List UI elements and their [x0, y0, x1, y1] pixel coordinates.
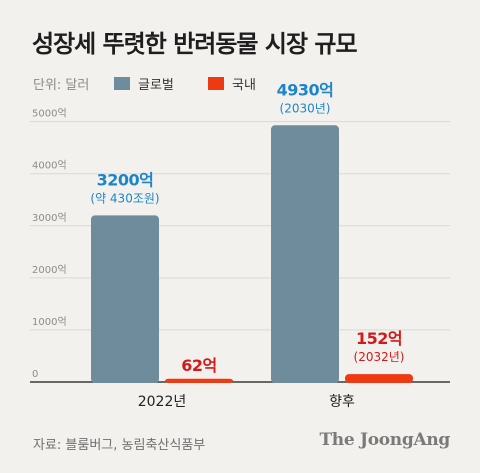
legend-swatch-global — [114, 77, 130, 90]
data-label: 3200억 — [97, 170, 154, 189]
bar-global — [91, 215, 159, 383]
unit-label: 단위: 달러 — [33, 78, 90, 93]
legend-item-domestic: 국내 — [208, 74, 256, 93]
x-category-label: 향후 — [329, 394, 355, 410]
y-tick-label: 4000억 — [32, 160, 67, 172]
chart-title: 성장세 뚜렷한 반려동물 시장 규모 — [32, 30, 358, 58]
legend-label-global: 글로벌 — [138, 78, 174, 93]
data-sublabel: (2030년) — [280, 101, 331, 115]
data-label: 62억 — [181, 356, 217, 375]
legend-item-global: 글로벌 — [114, 74, 174, 93]
x-category-label: 2022년 — [138, 394, 187, 410]
data-label: 4930억 — [277, 80, 334, 99]
y-tick-label: 1000억 — [32, 316, 67, 328]
bar-global — [271, 125, 339, 384]
data-sublabel: (2032년) — [354, 350, 405, 364]
y-tick-label: 2000억 — [32, 264, 67, 276]
legend-swatch-domestic — [208, 77, 224, 90]
legend-label-domestic: 국내 — [232, 78, 256, 93]
y-tick-label: 5000억 — [32, 108, 67, 120]
brand-logo: The JoongAng — [319, 430, 450, 450]
source-note: 자료: 블룸버그, 농림축산식품부 — [33, 438, 206, 453]
y-tick-label: 3000억 — [32, 212, 67, 224]
y-tick-label: 0 — [32, 369, 38, 380]
bar-domestic — [165, 378, 233, 383]
data-label: 152억 — [356, 329, 402, 348]
bar-domestic — [345, 374, 413, 383]
data-sublabel: (약 430조원) — [90, 190, 159, 205]
